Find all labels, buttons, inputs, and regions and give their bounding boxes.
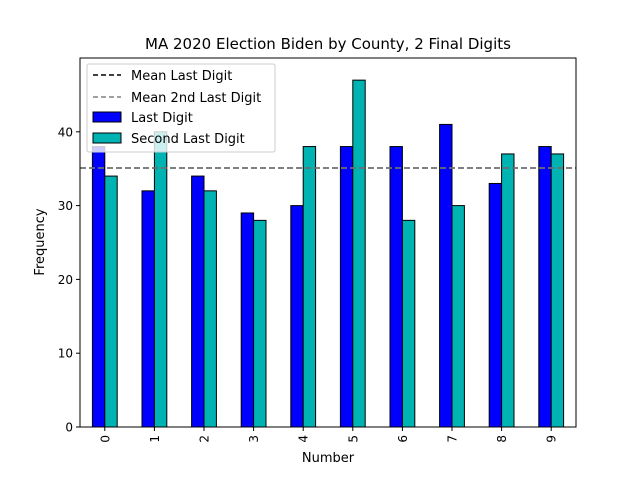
bar-last-digit-4 bbox=[291, 206, 303, 427]
x-axis-label: Number bbox=[302, 451, 355, 466]
chart-title: MA 2020 Election Biden by County, 2 Fina… bbox=[145, 35, 511, 53]
y-axis-label: Frequency bbox=[33, 208, 48, 275]
bar-last-digit-6 bbox=[390, 147, 402, 427]
legend-label-second-last-digit: Second Last Digit bbox=[131, 132, 245, 147]
x-tick-label: 4 bbox=[297, 435, 311, 443]
bar-last-digit-8 bbox=[489, 183, 501, 427]
bar-second-last-digit-9 bbox=[551, 154, 563, 427]
bar-last-digit-2 bbox=[192, 176, 204, 427]
bar-last-digit-5 bbox=[340, 147, 352, 427]
x-tick-label: 9 bbox=[545, 435, 559, 443]
x-tick-label: 0 bbox=[98, 435, 112, 443]
bar-last-digit-7 bbox=[440, 124, 452, 427]
x-tick-label: 5 bbox=[346, 435, 360, 443]
y-tick-label: 0 bbox=[65, 421, 73, 435]
legend-label-mean-2nd-last-digit: Mean 2nd Last Digit bbox=[131, 91, 261, 106]
y-tick-label: 10 bbox=[58, 347, 73, 361]
bar-second-last-digit-0 bbox=[105, 176, 117, 427]
bar-last-digit-9 bbox=[539, 147, 551, 427]
legend: Mean Last Digit Mean 2nd Last Digit Last… bbox=[87, 64, 275, 152]
legend-swatch-second-last-digit bbox=[93, 133, 121, 143]
bar-second-last-digit-4 bbox=[303, 147, 315, 427]
bar-second-last-digit-6 bbox=[402, 220, 414, 427]
y-tick-label: 20 bbox=[58, 273, 73, 287]
y-tick-label: 40 bbox=[58, 125, 73, 139]
x-axis: 0 1 2 3 4 5 6 7 8 9 bbox=[98, 427, 558, 443]
legend-swatch-last-digit bbox=[93, 112, 121, 122]
x-tick-label: 2 bbox=[198, 435, 212, 443]
bar-second-last-digit-7 bbox=[452, 206, 464, 427]
bar-last-digit-3 bbox=[241, 213, 253, 427]
bar-second-last-digit-8 bbox=[502, 154, 514, 427]
x-tick-label: 7 bbox=[446, 435, 460, 443]
legend-label-mean-last-digit: Mean Last Digit bbox=[131, 69, 232, 84]
bar-second-last-digit-3 bbox=[254, 220, 266, 427]
x-tick-label: 1 bbox=[148, 435, 162, 443]
legend-label-last-digit: Last Digit bbox=[131, 111, 193, 126]
bar-second-last-digit-5 bbox=[353, 80, 365, 427]
x-tick-label: 6 bbox=[396, 435, 410, 443]
y-tick-label: 30 bbox=[58, 199, 73, 213]
x-tick-label: 8 bbox=[495, 435, 509, 443]
y-axis: 0 10 20 30 40 bbox=[58, 125, 80, 434]
bar-last-digit-0 bbox=[92, 147, 104, 427]
bar-second-last-digit-1 bbox=[154, 132, 166, 427]
x-tick-label: 3 bbox=[247, 435, 261, 443]
bar-second-last-digit-2 bbox=[204, 191, 216, 427]
bar-last-digit-1 bbox=[142, 191, 154, 427]
